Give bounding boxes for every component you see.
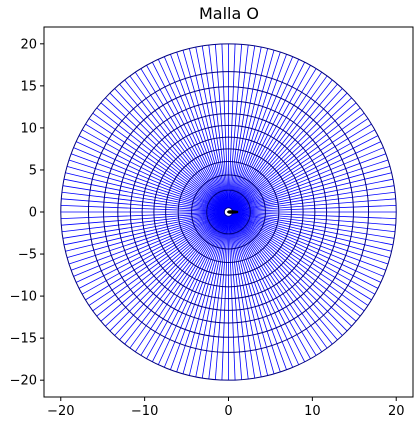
y-tick-label: 5 [29,163,37,178]
y-tick-label: −15 [10,332,37,347]
mesh-circle [141,124,316,300]
y-tick-label: −10 [10,290,37,305]
chart-title: Malla O [199,4,259,23]
plot-area [43,26,414,398]
mesh-circle [60,43,397,381]
x-tick-label: −20 [47,404,74,419]
y-axis-ticks: −20 −15 −10 −5 0 5 10 15 20 [10,37,44,389]
x-tick-label: 0 [224,404,232,419]
y-tick-label: −5 [18,248,37,263]
mesh-circle [153,136,304,288]
y-tick-label: −20 [10,374,37,389]
mesh-circle [206,189,251,235]
x-tick-label: 20 [388,404,405,419]
y-tick-label: 10 [20,121,37,136]
mesh-circle [191,174,266,250]
y-tick-label: 20 [20,37,37,52]
airfoil-shape [226,210,239,214]
x-axis-ticks: −20 −10 0 10 20 [47,397,405,419]
y-tick-label: 0 [29,206,37,221]
mesh-circle [177,161,280,263]
x-tick-label: −10 [131,404,158,419]
mesh-circle [129,113,328,311]
mesh-circle [103,86,354,338]
mesh-circle [117,100,340,324]
mesh-circle [87,71,370,353]
mesh-circle [165,148,292,276]
mesh-group [60,43,397,381]
y-tick-label: 15 [20,79,37,94]
x-tick-label: 10 [304,404,321,419]
